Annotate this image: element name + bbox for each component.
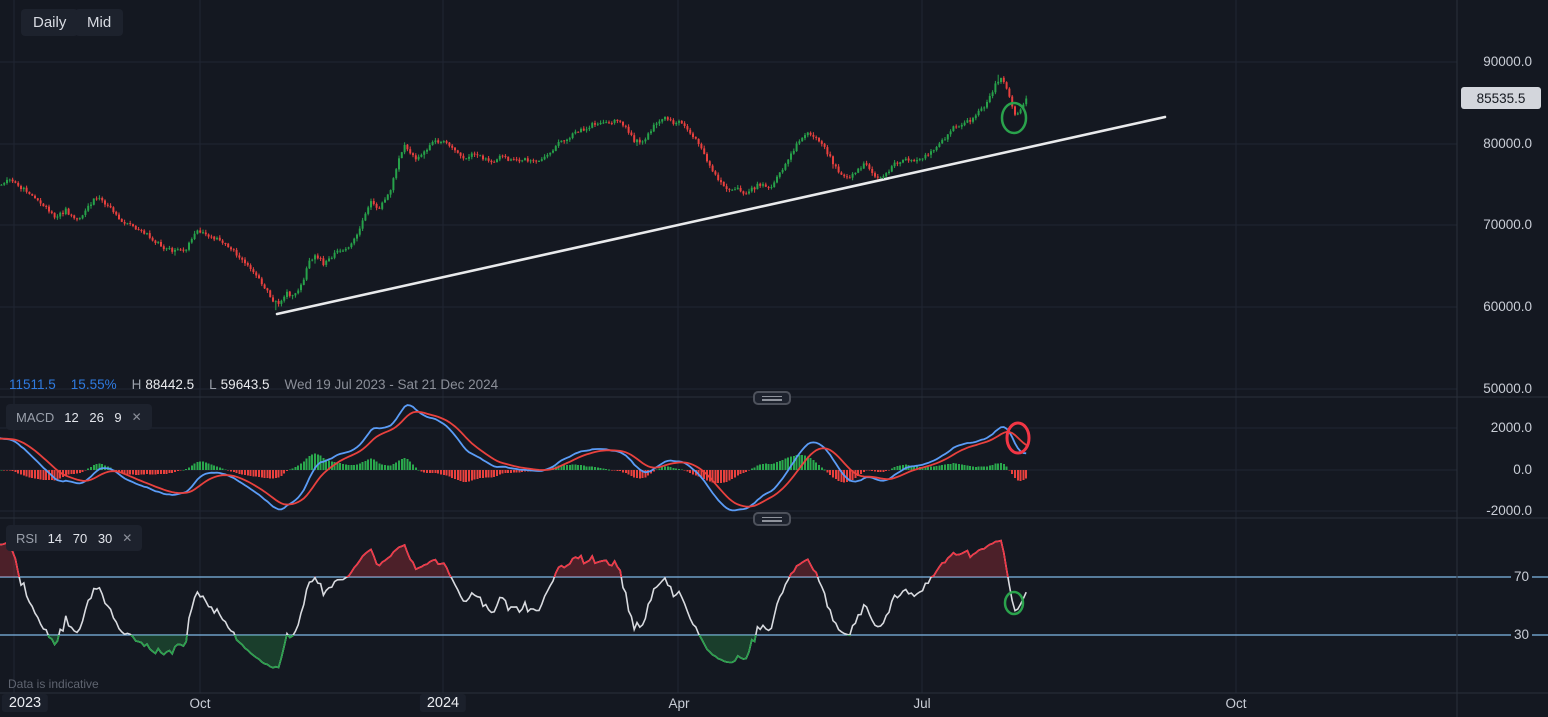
data-indicative-note: Data is indicative: [8, 677, 99, 691]
macd-pane: [0, 404, 1028, 512]
timeframe-button-daily-label: Daily: [33, 14, 67, 31]
macd-cross-circle: [1005, 421, 1031, 455]
pane-resize-grip-macd[interactable]: [753, 391, 791, 405]
time-axis-month-label: Oct: [189, 696, 211, 711]
macd-line: [0, 404, 1027, 512]
grid-lines: [0, 0, 1457, 693]
price-change-value: 11511.5: [9, 377, 56, 392]
axis-label: 80000.0: [1483, 136, 1532, 151]
price-change-percent: 15.55%: [70, 377, 117, 392]
rsi-oversold-fill: [0, 635, 1027, 668]
pane-resize-grip-rsi[interactable]: [753, 512, 791, 526]
macd-indicator-chip[interactable]: MACD 12 26 9 ✕: [6, 404, 152, 430]
axis-label: 50000.0: [1483, 381, 1532, 396]
axis-label: 90000.0: [1483, 54, 1532, 69]
macd-indicator-name: MACD: [16, 409, 55, 425]
time-axis-year-label: 2023: [1, 694, 49, 712]
time-axis-month-label: Apr: [668, 696, 690, 711]
last-price-badge: 85535.5: [1461, 87, 1541, 109]
rsi-indicator-chip[interactable]: RSI 14 70 30 ✕: [6, 525, 143, 551]
axis-label: -2000.0: [1486, 503, 1532, 518]
time-axis-year-label: 2024: [419, 694, 467, 712]
axis-label: 70: [1510, 568, 1532, 586]
axis-label: 70000.0: [1483, 217, 1532, 232]
macd-indicator-params: 12 26 9: [64, 409, 122, 425]
rsi-pane: [0, 539, 1027, 669]
trendline: [275, 115, 1167, 316]
timeframe-button-daily[interactable]: Daily: [21, 9, 79, 36]
price-axis[interactable]: 90000.0 80000.0 70000.0 60000.0 50000.0 2000.…: [1457, 0, 1548, 693]
rsi-indicator-params: 14 70 30: [47, 530, 113, 546]
rsi-line-overbought: [0, 539, 1009, 577]
low-stat: L 59643.5: [209, 377, 270, 392]
time-axis[interactable]: 2023 Oct 2024 Apr Jul Oct: [0, 693, 1548, 717]
time-axis-month-label: Oct: [1225, 696, 1247, 711]
rsi-indicator-name: RSI: [16, 530, 38, 546]
timeframe-button-mid-label: Mid: [87, 14, 112, 31]
symbol-stats-bar: 11511.5 15.55% H 88442.5 L 59643.5 Wed 19 …: [9, 377, 498, 392]
date-range-label: Wed 19 Jul 2023 - Sat 21 Dec 2024: [284, 377, 499, 392]
price-highlight-circle: [1000, 101, 1028, 135]
rsi-highlight-circle: [1003, 590, 1025, 616]
macd-close-icon[interactable]: ✕: [131, 410, 142, 424]
candles-layer: [0, 74, 1028, 311]
axis-label: 60000.0: [1483, 299, 1532, 314]
timeframe-button-mid[interactable]: Mid: [75, 9, 124, 36]
high-stat: H 88442.5: [131, 377, 195, 392]
axis-label: 0.0: [1513, 462, 1532, 477]
price-pane: [0, 74, 1167, 316]
axis-label: 2000.0: [1490, 420, 1532, 435]
rsi-band-lines: [0, 576, 1548, 636]
axis-label: 30: [1510, 626, 1532, 644]
time-axis-month-label: Jul: [913, 696, 931, 711]
rsi-close-icon[interactable]: ✕: [122, 531, 133, 545]
macd-signal-line: [0, 410, 1027, 508]
